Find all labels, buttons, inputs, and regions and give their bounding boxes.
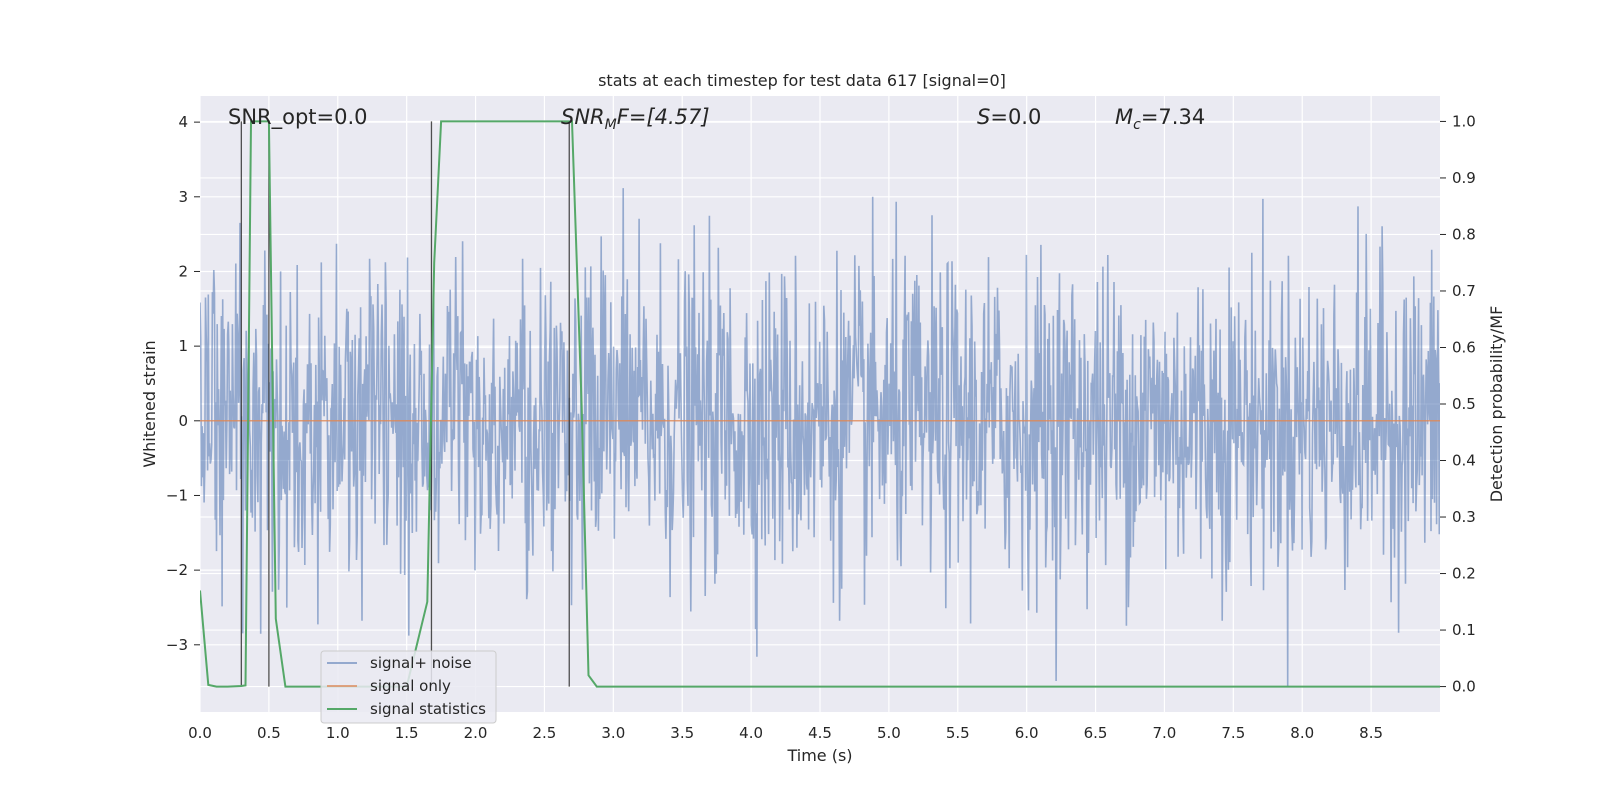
x-tick-label: 4.5 xyxy=(808,724,832,742)
y-tick-label-right: 0.7 xyxy=(1452,282,1476,300)
annotation-s-prefix: S xyxy=(977,105,990,129)
y-tick-label-right: 0.9 xyxy=(1452,169,1476,187)
annotation-mc-prefix: M xyxy=(1115,105,1133,129)
legend: signal+ noise signal only signal statist… xyxy=(320,650,497,724)
x-tick-label: 3.5 xyxy=(670,724,694,742)
y-tick-label-right: 1.0 xyxy=(1452,112,1476,130)
annotation-s: S=0.0 xyxy=(977,105,1041,129)
annotation-mc-sub: c xyxy=(1133,117,1141,133)
signal-statistics-line xyxy=(200,120,1440,688)
series-signal-noise xyxy=(200,188,1440,687)
x-tick-label: 1.5 xyxy=(395,724,419,742)
y-tick-label-right: 0.8 xyxy=(1452,225,1476,243)
y-tick-label-left: −2 xyxy=(166,561,188,579)
y-tick-label-right: 0.0 xyxy=(1452,678,1476,696)
legend-label-signal-only: signal only xyxy=(370,677,451,695)
y-tick-label-left: 3 xyxy=(178,188,188,206)
y-tick-label-left: −3 xyxy=(166,636,188,654)
annotation-snr-opt: SNR_opt=0.0 xyxy=(228,105,368,130)
x-tick-label: 1.0 xyxy=(326,724,350,742)
signal-noise-line xyxy=(200,188,1440,687)
x-tick-label: 8.5 xyxy=(1359,724,1383,742)
x-tick-label: 7.0 xyxy=(1153,724,1177,742)
annotation-snr-mf: SNRMF=[4.57] xyxy=(561,105,710,133)
y-tick-label-right: 0.3 xyxy=(1452,508,1476,526)
y-tick-label-right: 0.4 xyxy=(1452,452,1476,470)
x-tick-label: 6.0 xyxy=(1015,724,1039,742)
y-tick-label-left: −1 xyxy=(166,486,188,504)
x-tick-label: 4.0 xyxy=(739,724,763,742)
y-tick-label-left: 1 xyxy=(178,337,188,355)
y-tick-label-right: 0.2 xyxy=(1452,565,1476,583)
legend-label-signal-statistics: signal statistics xyxy=(370,700,486,718)
y-tick-label-right: 0.5 xyxy=(1452,395,1476,413)
x-tick-label: 2.5 xyxy=(533,724,557,742)
y-tick-label-left: 4 xyxy=(178,113,188,131)
x-tick-label: 7.5 xyxy=(1221,724,1245,742)
y-tick-labels-right: 1.0 0.9 0.8 0.7 0.6 0.5 0.4 0.3 0.2 0.1 0.0 xyxy=(1440,112,1476,696)
y-axis-label-right: Detection probability/MF xyxy=(1487,306,1506,503)
legend-label-signal-noise: signal+ noise xyxy=(370,654,472,672)
series-signal-statistics xyxy=(200,120,1440,688)
annotation-snr-mf-sub: M xyxy=(605,117,617,133)
annotation-mc: Mc=7.34 xyxy=(1115,105,1205,133)
y-axis-label-left: Whitened strain xyxy=(140,340,159,467)
x-tick-label: 8.0 xyxy=(1290,724,1314,742)
y-tick-label-left: 0 xyxy=(178,412,188,430)
x-tick-labels: 0.0 0.5 1.0 1.5 2.0 2.5 3.0 3.5 4.0 4.5 5.0 5.5 6.0 6… xyxy=(188,724,1383,742)
annotation-mc-suffix: =7.34 xyxy=(1141,105,1205,129)
x-tick-label: 3.0 xyxy=(601,724,625,742)
x-tick-label: 5.5 xyxy=(946,724,970,742)
y-tick-label-right: 0.1 xyxy=(1452,621,1476,639)
x-tick-label: 5.0 xyxy=(877,724,901,742)
annotation-snr-mf-prefix: SNR xyxy=(561,105,605,129)
y-tick-label-right: 0.6 xyxy=(1452,338,1476,356)
x-tick-label: 2.0 xyxy=(464,724,488,742)
x-axis-label: Time (s) xyxy=(786,746,852,765)
chart-title: stats at each timestep for test data 617… xyxy=(598,71,1006,90)
x-tick-label: 6.5 xyxy=(1084,724,1108,742)
annotation-snr-mf-suffix: F=[4.57] xyxy=(617,105,710,129)
x-tick-label: 0.5 xyxy=(257,724,281,742)
legend-box xyxy=(320,650,497,724)
y-tick-label-left: 2 xyxy=(178,262,188,280)
annotation-s-suffix: =0.0 xyxy=(990,105,1041,129)
x-tick-label: 0.0 xyxy=(188,724,212,742)
y-tick-labels-left: 4 3 2 1 0 −1 −2 −3 xyxy=(166,113,200,654)
